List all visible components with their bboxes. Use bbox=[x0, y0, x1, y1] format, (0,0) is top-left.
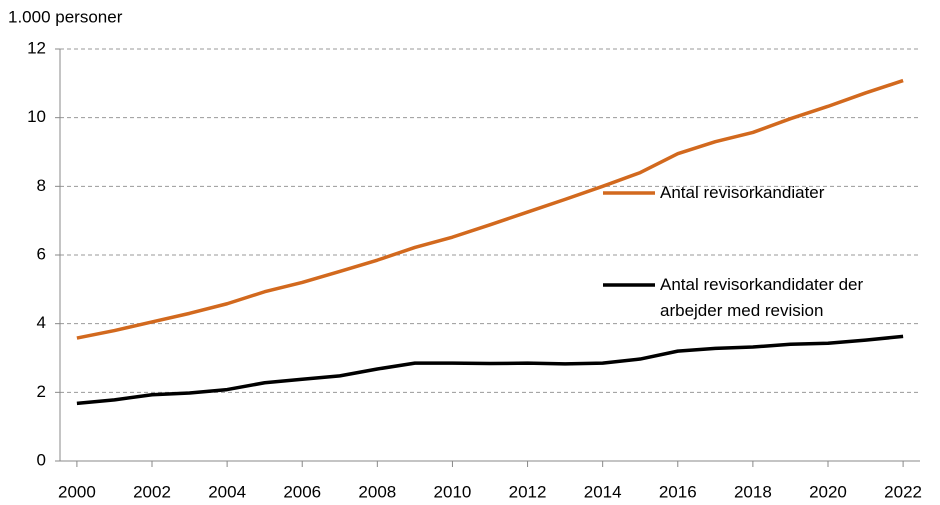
y-tick-label: 4 bbox=[37, 313, 46, 332]
x-tick-label: 2010 bbox=[434, 482, 472, 501]
y-tick-label: 10 bbox=[27, 107, 46, 126]
legend-label: Antal revisorkandidater der arbejder med… bbox=[660, 275, 864, 320]
legend-label: Antal revisorkandiater bbox=[660, 183, 825, 202]
y-tick-label: 2 bbox=[37, 382, 46, 401]
series-line bbox=[76, 78, 904, 340]
x-tick-label: 2002 bbox=[133, 482, 171, 501]
x-tick-label: 2022 bbox=[884, 482, 922, 501]
x-tick-label: 2020 bbox=[809, 482, 847, 501]
y-axis-label: 1.000 personer bbox=[8, 7, 123, 26]
y-tick-label: 0 bbox=[37, 450, 46, 469]
x-tick-label: 2004 bbox=[208, 482, 246, 501]
x-tick-label: 2000 bbox=[58, 482, 96, 501]
x-tick-label: 2012 bbox=[509, 482, 547, 501]
series-line bbox=[76, 334, 904, 406]
y-tick-label: 8 bbox=[37, 176, 46, 195]
y-tick-label: 12 bbox=[27, 38, 46, 57]
x-tick-label: 2008 bbox=[358, 482, 396, 501]
x-tick-label: 2018 bbox=[734, 482, 772, 501]
y-tick-label: 6 bbox=[37, 244, 46, 263]
x-tick-label: 2016 bbox=[659, 482, 697, 501]
x-tick-label: 2014 bbox=[584, 482, 622, 501]
x-tick-label: 2006 bbox=[283, 482, 321, 501]
